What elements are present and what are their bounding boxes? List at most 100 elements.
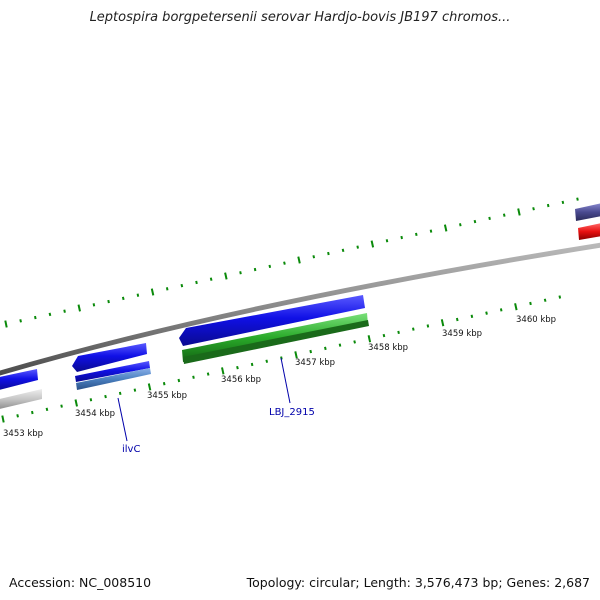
minor-tick	[341, 248, 345, 253]
major-tick	[147, 383, 152, 391]
minor-tick	[31, 410, 34, 415]
minor-tick	[89, 398, 93, 402]
cds-feature-upper-blue-3[interactable]	[179, 295, 365, 346]
minor-tick	[162, 382, 166, 386]
cds-feature-red-right[interactable]	[578, 223, 600, 240]
minor-tick	[165, 287, 169, 291]
minor-tick	[45, 407, 49, 412]
minor-tick	[19, 319, 22, 323]
lbj2915-leader-line	[280, 357, 291, 404]
minor-tick	[499, 308, 503, 312]
minor-tick	[353, 340, 356, 344]
minor-tick	[400, 235, 403, 240]
tick-label-3453: 3453 kbp	[3, 429, 43, 439]
minor-tick	[239, 271, 242, 275]
minor-tick	[180, 283, 184, 288]
minor-tick	[34, 315, 37, 320]
minor-tick	[177, 378, 181, 383]
minor-tick	[118, 391, 122, 396]
minor-tick	[324, 346, 327, 351]
minor-tick	[546, 203, 550, 208]
minor-tick	[529, 301, 532, 306]
minor-tick	[195, 280, 198, 285]
cds-feature-ilvc[interactable]	[75, 361, 150, 382]
minor-tick	[236, 365, 239, 370]
minor-tick	[283, 261, 286, 265]
tick-label-3454: 3454 kbp	[75, 409, 115, 419]
major-tick	[77, 304, 81, 312]
cds-feature-green-lower[interactable]	[183, 320, 369, 364]
minor-tick	[63, 309, 66, 313]
minor-tick	[121, 296, 125, 301]
major-tick	[440, 319, 445, 327]
minor-tick	[250, 362, 254, 367]
major-tick	[297, 256, 301, 264]
tick-label-3455: 3455 kbp	[147, 391, 187, 401]
minor-tick	[473, 219, 477, 224]
cds-feature-purple-right[interactable]	[575, 203, 600, 221]
tick-label-3458: 3458 kbp	[368, 343, 408, 353]
minor-tick	[265, 359, 269, 363]
minor-tick	[415, 232, 418, 237]
major-tick	[517, 208, 521, 216]
major-tick	[367, 335, 372, 343]
minor-tick	[412, 327, 415, 331]
minor-tick	[206, 372, 210, 376]
minor-tick	[253, 267, 257, 272]
gene-label-ilvc[interactable]: ilvC	[122, 444, 140, 455]
major-tick	[4, 320, 8, 328]
tick-label-3460: 3460 kbp	[516, 315, 556, 325]
accession-label: Accession: NC_008510	[9, 575, 152, 590]
minor-tick	[459, 223, 462, 227]
minor-tick	[385, 239, 389, 243]
minor-tick	[382, 333, 386, 338]
gene-label-lbj2915[interactable]: LBJ_2915	[269, 407, 315, 418]
minor-tick	[502, 213, 506, 217]
minor-tick	[209, 277, 213, 281]
tick-label-3457: 3457 kbp	[295, 358, 335, 368]
ilvc-leader-line	[117, 397, 128, 442]
backbone-ring	[0, 242, 600, 376]
minor-tick	[133, 388, 137, 392]
minor-tick	[470, 314, 474, 318]
major-tick	[74, 399, 78, 407]
minor-tick	[312, 255, 316, 259]
cds-feature-lightblue[interactable]	[76, 368, 151, 390]
minor-tick	[136, 293, 140, 297]
minor-tick	[485, 311, 488, 315]
major-tick	[1, 415, 5, 423]
minor-tick	[268, 264, 272, 269]
map-title: Leptospira borgpetersenii serovar Hardjo…	[89, 10, 511, 25]
major-tick	[370, 240, 375, 248]
minor-tick	[426, 324, 430, 328]
minor-tick	[60, 404, 63, 408]
minor-tick	[543, 298, 547, 302]
minor-tick	[576, 197, 579, 201]
minor-tick	[107, 299, 110, 304]
cds-feature-upper-blue-2[interactable]	[72, 343, 147, 372]
inner-tick-ring	[1, 295, 562, 423]
minor-tick	[92, 303, 96, 307]
cds-feature-left-blue[interactable]	[0, 369, 38, 391]
cds-feature-left-grey[interactable]	[0, 389, 42, 410]
outer-tick-ring	[4, 197, 579, 328]
tick-label-3459: 3459 kbp	[442, 329, 482, 339]
minor-tick	[455, 317, 459, 322]
major-tick	[224, 272, 228, 280]
major-tick	[221, 367, 225, 375]
minor-tick	[309, 349, 312, 354]
major-tick	[150, 288, 155, 296]
major-tick	[294, 351, 298, 359]
minor-tick	[488, 216, 491, 221]
topology-summary: Topology: circular; Length: 3,576,473 bp…	[246, 575, 590, 590]
minor-tick	[429, 229, 433, 233]
major-tick	[443, 224, 448, 232]
minor-tick	[327, 251, 330, 256]
minor-tick	[356, 245, 359, 249]
minor-tick	[104, 394, 107, 399]
major-tick	[514, 303, 518, 311]
minor-tick	[16, 414, 19, 418]
minor-tick	[48, 312, 52, 317]
minor-tick	[558, 295, 562, 299]
